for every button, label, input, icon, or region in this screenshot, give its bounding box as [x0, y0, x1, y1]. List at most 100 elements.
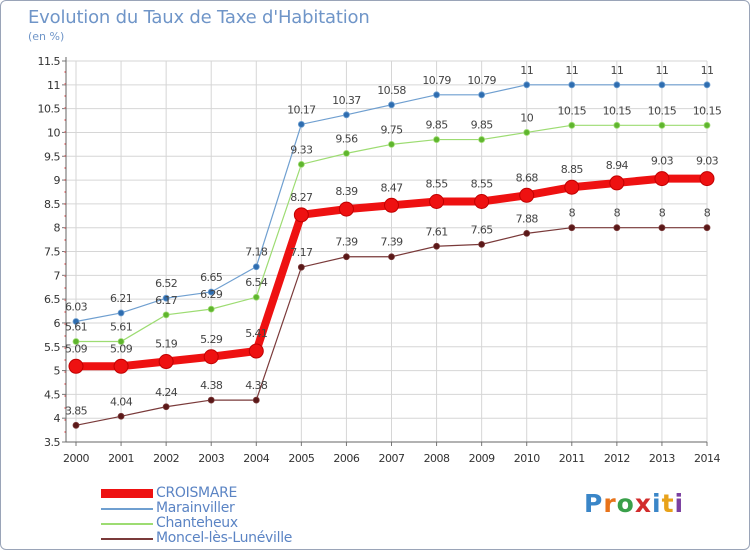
data-point-marainviller — [343, 111, 350, 119]
data-label-moncel-les-luneville: 3.85 — [65, 404, 88, 417]
data-label-marainviller: 6.65 — [200, 271, 223, 284]
data-point-croismare — [384, 197, 399, 213]
data-point-moncel-les-luneville — [433, 242, 440, 250]
data-label-croismare: 8.55 — [426, 177, 449, 190]
data-label-marainviller: 10.79 — [467, 74, 496, 87]
data-label-chanteheux: 6.29 — [200, 288, 223, 301]
legend-label: CROISMARE — [156, 485, 238, 501]
x-tick-label: 2005 — [288, 452, 314, 465]
data-point-marainviller — [703, 81, 711, 89]
data-label-chanteheux: 10.15 — [693, 104, 722, 117]
x-tick-label: 2007 — [379, 452, 405, 465]
data-label-chanteheux: 9.85 — [471, 119, 494, 132]
data-label-chanteheux: 9.75 — [380, 123, 403, 136]
y-tick-label: 7.5 — [44, 246, 60, 259]
data-point-moncel-les-luneville — [703, 224, 711, 232]
data-label-moncel-les-luneville: 4.38 — [200, 379, 223, 392]
data-label-moncel-les-luneville: 4.38 — [245, 379, 268, 392]
data-label-moncel-les-luneville: 8 — [614, 207, 621, 220]
data-label-moncel-les-luneville: 7.61 — [426, 225, 448, 238]
x-tick-label: 2008 — [424, 452, 450, 465]
logo-letter: t — [661, 489, 675, 518]
logo-letter: i — [652, 489, 662, 518]
legend-item: Chanteheux — [101, 515, 341, 532]
y-tick-label: 7 — [54, 269, 61, 282]
data-point-croismare — [158, 354, 174, 370]
data-point-moncel-les-luneville — [343, 253, 350, 261]
data-label-marainviller: 6.21 — [110, 292, 132, 305]
y-tick-label: 9.5 — [44, 150, 60, 163]
data-point-moncel-les-luneville — [388, 253, 395, 261]
data-label-marainviller: 10.17 — [287, 103, 316, 116]
data-label-chanteheux: 6.54 — [245, 276, 268, 289]
legend-swatch — [101, 538, 153, 540]
data-label-chanteheux: 10.15 — [558, 104, 587, 117]
data-point-marainviller — [523, 81, 531, 89]
data-label-croismare: 8.47 — [380, 181, 403, 194]
data-point-moncel-les-luneville — [72, 421, 80, 429]
legend-item: Marainviller — [101, 500, 341, 517]
data-label-moncel-les-luneville: 8 — [704, 207, 711, 220]
data-point-moncel-les-luneville — [568, 224, 576, 232]
data-point-chanteheux — [568, 121, 576, 129]
x-tick-label: 2013 — [649, 452, 675, 465]
x-tick-label: 2002 — [153, 452, 179, 465]
data-point-croismare — [519, 187, 535, 203]
y-tick-label: 8.5 — [44, 198, 60, 211]
y-tick-label: 6 — [54, 317, 61, 330]
y-tick-label: 11 — [47, 79, 60, 92]
legend-item: CROISMARE — [101, 485, 341, 502]
data-label-croismare: 5.09 — [110, 342, 133, 355]
data-label-moncel-les-luneville: 7.65 — [471, 223, 494, 236]
data-point-croismare — [338, 201, 354, 217]
x-tick-label: 2009 — [469, 452, 495, 465]
data-point-croismare — [113, 358, 129, 374]
data-label-croismare: 5.41 — [245, 327, 267, 340]
data-point-moncel-les-luneville — [252, 396, 260, 404]
data-point-croismare — [474, 193, 490, 209]
y-tick-label: 5 — [54, 365, 61, 378]
data-point-marainviller — [568, 81, 576, 89]
y-tick-label: 10.5 — [38, 103, 61, 116]
logo-letter: x — [634, 489, 652, 518]
data-point-croismare — [248, 343, 264, 359]
data-point-moncel-les-luneville — [613, 224, 621, 232]
x-tick-label: 2004 — [243, 452, 269, 465]
y-tick-label: 8 — [54, 222, 61, 235]
data-point-chanteheux — [207, 305, 215, 313]
data-point-marainviller — [117, 309, 125, 317]
y-tick-label: 3.5 — [44, 436, 60, 449]
legend-label: Moncel-lès-Lunéville — [156, 530, 293, 546]
data-label-chanteheux: 9.56 — [335, 132, 358, 145]
data-point-marainviller — [72, 318, 80, 325]
x-tick-label: 2012 — [604, 452, 630, 465]
proxiti-logo: Proxiti — [584, 489, 684, 518]
data-label-moncel-les-luneville: 4.24 — [155, 386, 178, 399]
chart-legend: CROISMARE Marainviller Chanteheux Moncel-lè… — [101, 485, 341, 547]
data-label-marainviller: 10.37 — [332, 94, 361, 107]
data-label-chanteheux: 9.85 — [426, 119, 449, 132]
data-label-marainviller: 10.58 — [377, 84, 406, 97]
data-point-marainviller — [207, 288, 215, 296]
x-tick-label: 2003 — [198, 452, 224, 465]
y-tick-label: 10 — [47, 126, 60, 139]
legend-swatch — [101, 523, 153, 525]
data-point-croismare — [293, 207, 309, 223]
data-point-croismare — [429, 193, 445, 209]
data-label-croismare: 8.27 — [290, 191, 313, 204]
legend-swatch — [101, 489, 153, 498]
logo-letter: r — [603, 489, 617, 518]
data-label-marainviller: 6.52 — [155, 277, 177, 290]
data-point-marainviller — [162, 294, 170, 302]
data-label-marainviller: 11 — [610, 64, 623, 77]
x-tick-label: 2014 — [694, 452, 720, 465]
data-point-croismare — [654, 171, 670, 187]
x-tick-label: 2010 — [514, 452, 540, 465]
data-label-moncel-les-luneville: 7.17 — [290, 246, 313, 259]
data-label-chanteheux: 6.17 — [155, 294, 178, 307]
data-point-marainviller — [388, 101, 395, 109]
data-point-moncel-les-luneville — [658, 224, 666, 232]
data-point-croismare — [68, 358, 84, 374]
data-point-chanteheux — [117, 338, 125, 345]
y-tick-label: 4 — [54, 412, 61, 425]
